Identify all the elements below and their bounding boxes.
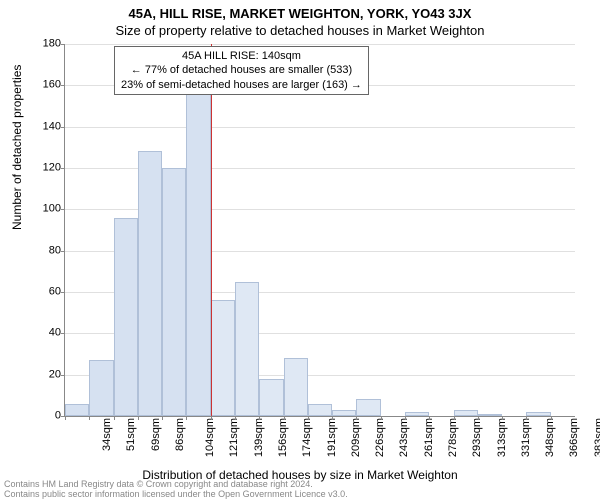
y-tick-label: 160 — [21, 80, 61, 91]
histogram-bar — [478, 414, 502, 416]
x-tick-label: 366sqm — [569, 418, 581, 457]
x-tick-label: 121sqm — [229, 418, 241, 457]
x-tick-label: 313sqm — [496, 418, 508, 457]
footer: Contains HM Land Registry data © Crown c… — [4, 480, 348, 500]
x-tick-label: 174sqm — [301, 418, 313, 457]
x-tick-mark — [235, 416, 236, 420]
x-tick-mark — [65, 416, 66, 420]
plot: 02040608010012014016018034sqm51sqm69sqm8… — [64, 44, 575, 417]
x-tick-mark — [284, 416, 285, 420]
x-tick-label: 191sqm — [326, 418, 338, 457]
x-tick-mark — [356, 416, 357, 420]
x-tick-mark — [186, 416, 187, 420]
histogram-bar — [356, 399, 380, 416]
y-tick-label: 100 — [21, 204, 61, 215]
y-tick-mark — [61, 168, 65, 169]
y-tick-label: 180 — [21, 39, 61, 50]
x-tick-label: 209sqm — [350, 418, 362, 457]
x-tick-label: 261sqm — [423, 418, 435, 457]
x-tick-mark — [551, 416, 552, 420]
x-tick-mark — [429, 416, 430, 420]
x-tick-mark — [162, 416, 163, 420]
histogram-bar — [89, 360, 113, 416]
histogram-bar — [114, 218, 138, 416]
x-tick-label: 226sqm — [374, 418, 386, 457]
y-tick-mark — [61, 251, 65, 252]
x-tick-label: 86sqm — [174, 418, 186, 451]
y-tick-label: 120 — [21, 163, 61, 174]
chart-subtitle: Size of property relative to detached ho… — [0, 21, 600, 38]
histogram-bar — [162, 168, 186, 416]
y-tick-label: 0 — [21, 411, 61, 422]
x-tick-mark — [478, 416, 479, 420]
x-tick-mark — [405, 416, 406, 420]
y-tick-mark — [61, 209, 65, 210]
y-tick-mark — [61, 44, 65, 45]
y-tick-mark — [61, 85, 65, 86]
x-tick-label: 139sqm — [253, 418, 265, 457]
x-tick-mark — [89, 416, 90, 420]
histogram-bar — [405, 412, 429, 416]
x-tick-mark — [332, 416, 333, 420]
x-tick-mark — [526, 416, 527, 420]
annotation-box: 45A HILL RISE: 140sqm ← 77% of detached … — [114, 46, 369, 95]
y-tick-label: 40 — [21, 328, 61, 339]
marker-line — [211, 44, 212, 416]
histogram-bar — [235, 282, 259, 416]
y-tick-mark — [61, 375, 65, 376]
histogram-bar — [259, 379, 283, 416]
annotation-line: 45A HILL RISE: 140sqm — [121, 49, 362, 63]
histogram-bar — [65, 404, 89, 416]
histogram-bar — [526, 412, 550, 416]
x-tick-label: 383sqm — [593, 418, 600, 457]
x-tick-label: 243sqm — [399, 418, 411, 457]
x-tick-label: 278sqm — [447, 418, 459, 457]
x-tick-mark — [138, 416, 139, 420]
histogram-bar — [308, 404, 332, 416]
y-tick-mark — [61, 127, 65, 128]
y-tick-mark — [61, 292, 65, 293]
x-tick-label: 69sqm — [150, 418, 162, 451]
x-tick-label: 156sqm — [277, 418, 289, 457]
grid-line — [65, 127, 575, 128]
footer-line: Contains public sector information licen… — [4, 490, 348, 500]
y-tick-label: 20 — [21, 369, 61, 380]
annotation-line: ← 77% of detached houses are smaller (53… — [121, 63, 362, 77]
x-tick-mark — [114, 416, 115, 420]
x-tick-mark — [502, 416, 503, 420]
histogram-bar — [211, 300, 235, 416]
x-tick-mark — [211, 416, 212, 420]
x-tick-label: 293sqm — [471, 418, 483, 457]
chart-title: 45A, HILL RISE, MARKET WEIGHTON, YORK, Y… — [0, 0, 600, 21]
histogram-bar — [284, 358, 308, 416]
x-tick-mark — [308, 416, 309, 420]
histogram-bar — [138, 151, 162, 416]
y-tick-label: 80 — [21, 245, 61, 256]
x-tick-mark — [381, 416, 382, 420]
y-tick-label: 60 — [21, 287, 61, 298]
x-tick-label: 348sqm — [544, 418, 556, 457]
x-tick-label: 34sqm — [101, 418, 113, 451]
x-tick-label: 331sqm — [520, 418, 532, 457]
plot-area: 02040608010012014016018034sqm51sqm69sqm8… — [64, 44, 574, 416]
y-tick-mark — [61, 333, 65, 334]
y-tick-label: 140 — [21, 121, 61, 132]
histogram-bar — [186, 94, 210, 416]
x-tick-mark — [454, 416, 455, 420]
chart-container: 45A, HILL RISE, MARKET WEIGHTON, YORK, Y… — [0, 0, 600, 500]
histogram-bar — [332, 410, 356, 416]
annotation-line: 23% of semi-detached houses are larger (… — [121, 78, 362, 92]
x-tick-mark — [259, 416, 260, 420]
grid-line — [65, 44, 575, 45]
x-tick-label: 51sqm — [125, 418, 137, 451]
x-tick-label: 104sqm — [204, 418, 216, 457]
histogram-bar — [454, 410, 478, 416]
